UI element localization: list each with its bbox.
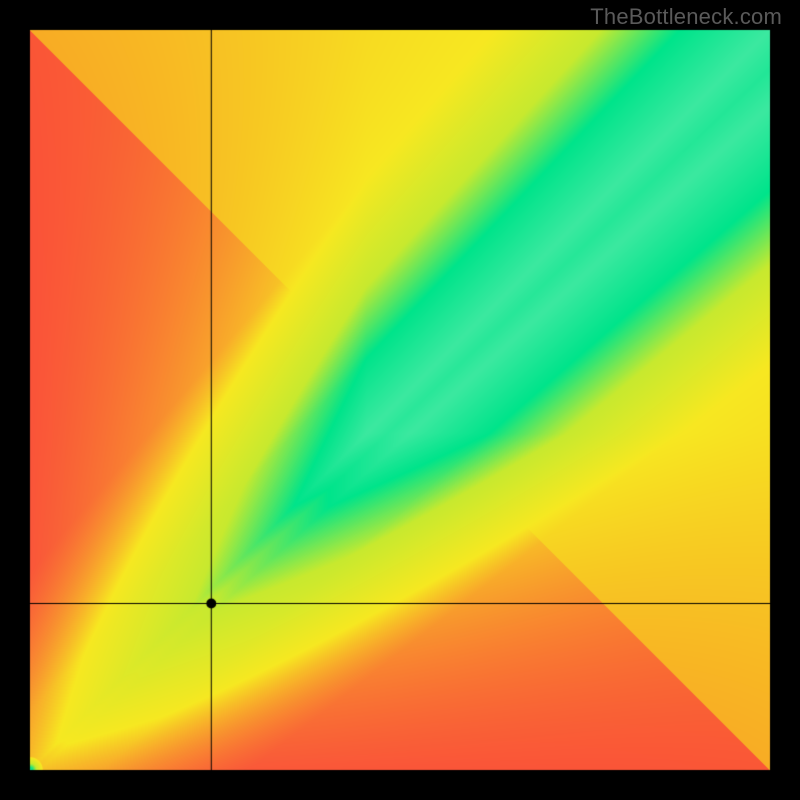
- heatmap-canvas: [0, 0, 800, 800]
- chart-container: TheBottleneck.com: [0, 0, 800, 800]
- watermark-text: TheBottleneck.com: [590, 4, 782, 30]
